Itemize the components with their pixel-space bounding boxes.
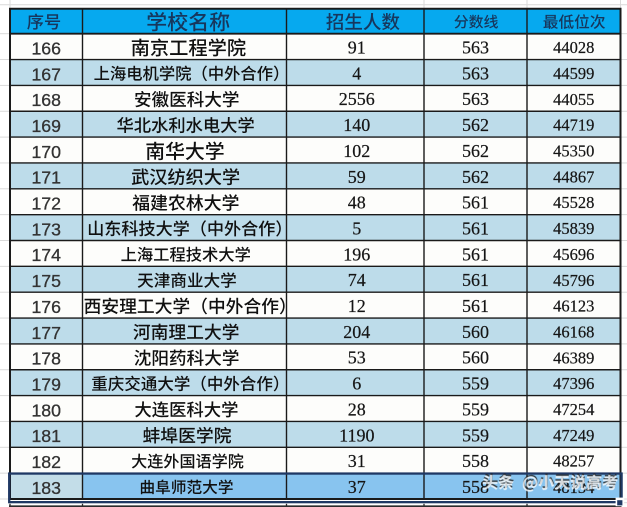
svg-text:563: 563 <box>462 38 489 58</box>
svg-text:47249: 47249 <box>553 426 594 445</box>
svg-text:561: 561 <box>462 219 489 239</box>
svg-text:183: 183 <box>31 478 61 498</box>
svg-text:102: 102 <box>343 141 370 161</box>
svg-text:168: 168 <box>31 90 61 110</box>
svg-text:48257: 48257 <box>553 452 594 471</box>
svg-text:31: 31 <box>348 451 366 471</box>
svg-text:204: 204 <box>343 322 370 342</box>
svg-text:45350: 45350 <box>553 142 594 161</box>
svg-text:559: 559 <box>462 399 489 419</box>
svg-text:44055: 44055 <box>553 90 594 109</box>
svg-text:46168: 46168 <box>553 323 594 342</box>
svg-text:4: 4 <box>352 63 361 83</box>
svg-text:178: 178 <box>31 349 61 369</box>
svg-text:177: 177 <box>31 323 61 343</box>
svg-text:559: 559 <box>462 425 489 445</box>
svg-text:45696: 45696 <box>553 245 594 264</box>
svg-text:175: 175 <box>31 271 61 291</box>
svg-text:561: 561 <box>462 296 489 316</box>
svg-text:559: 559 <box>462 374 489 394</box>
svg-text:46389: 46389 <box>553 348 594 367</box>
svg-text:44867: 44867 <box>553 167 594 186</box>
svg-text:45839: 45839 <box>553 219 594 238</box>
svg-text:47254: 47254 <box>553 400 594 419</box>
svg-text:558: 558 <box>462 477 489 497</box>
svg-text:74: 74 <box>348 270 366 290</box>
svg-text:53: 53 <box>348 348 366 368</box>
svg-text:561: 561 <box>462 270 489 290</box>
svg-text:37: 37 <box>348 477 366 497</box>
svg-text:172: 172 <box>31 194 61 214</box>
svg-text:45528: 45528 <box>553 193 594 212</box>
svg-text:562: 562 <box>462 115 489 135</box>
svg-text:140: 140 <box>343 115 370 135</box>
svg-text:12: 12 <box>348 296 366 316</box>
svg-text:45796: 45796 <box>553 271 594 290</box>
svg-text:44599: 44599 <box>553 64 594 83</box>
svg-text:46123: 46123 <box>553 297 594 316</box>
svg-text:2556: 2556 <box>339 89 375 109</box>
svg-text:59: 59 <box>348 167 366 187</box>
svg-text:174: 174 <box>31 245 61 265</box>
svg-text:563: 563 <box>462 89 489 109</box>
svg-text:170: 170 <box>31 142 61 162</box>
svg-text:560: 560 <box>462 348 489 368</box>
svg-text:48: 48 <box>348 193 366 213</box>
svg-text:44719: 44719 <box>553 116 594 135</box>
svg-text:47396: 47396 <box>553 374 594 393</box>
svg-text:180: 180 <box>31 400 61 420</box>
svg-text:561: 561 <box>462 193 489 213</box>
svg-text:181: 181 <box>31 426 61 446</box>
svg-text:182: 182 <box>31 452 61 472</box>
svg-text:169: 169 <box>31 116 61 136</box>
svg-text:561: 561 <box>462 244 489 264</box>
svg-text:563: 563 <box>462 63 489 83</box>
svg-text:179: 179 <box>31 375 61 395</box>
svg-text:562: 562 <box>462 141 489 161</box>
svg-text:560: 560 <box>462 322 489 342</box>
svg-text:171: 171 <box>31 168 61 188</box>
svg-text:196: 196 <box>343 244 370 264</box>
svg-text:558: 558 <box>462 451 489 471</box>
svg-text:28: 28 <box>348 399 366 419</box>
svg-text:562: 562 <box>462 167 489 187</box>
svg-text:167: 167 <box>31 64 61 84</box>
svg-text:176: 176 <box>31 297 61 317</box>
svg-text:166: 166 <box>31 38 61 58</box>
svg-text:173: 173 <box>31 219 61 239</box>
svg-text:6: 6 <box>352 374 361 394</box>
svg-text:1190: 1190 <box>339 425 374 445</box>
svg-text:91: 91 <box>348 38 366 58</box>
svg-text:5: 5 <box>352 219 361 239</box>
svg-text:44028: 44028 <box>553 38 594 57</box>
